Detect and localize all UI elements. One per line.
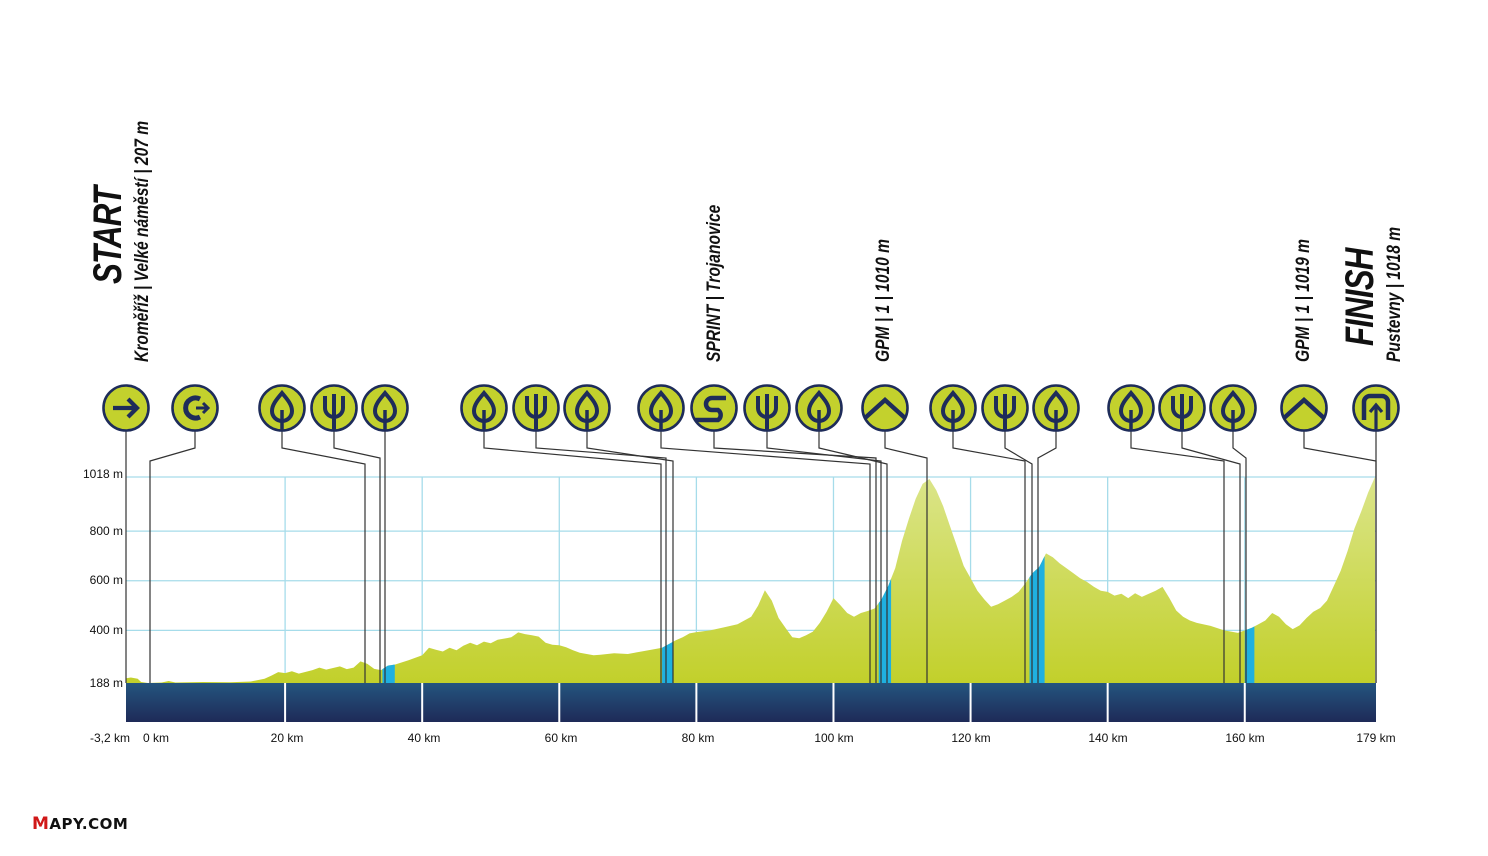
y-tick-188: 188 m [89,676,123,690]
leader-line [1181,430,1241,683]
feed-drop-icon [1032,384,1080,432]
leader-line [884,430,928,683]
leader-line [149,430,196,683]
gpm-peak-icon [1280,384,1328,432]
feed-drop-icon [563,384,611,432]
gpm-peak-icon [861,384,909,432]
leader-line [333,430,381,683]
x-tick-100: 100 km [814,731,854,745]
finish-title: FINISH [1338,248,1382,346]
feed-drop-icon [929,384,977,432]
x-tick-160: 160 km [1225,731,1265,745]
finish-arch-icon [1352,384,1400,432]
fork-icon [981,384,1029,432]
leader-line [952,430,1026,683]
gpm-label-1: GPM | 1 | 1010 m [873,238,894,362]
finish-subtitle: Pustevny | 1018 m [1384,226,1405,362]
feed-drop-icon [1107,384,1155,432]
leader-line [1037,430,1057,683]
x-tick-60: 60 km [544,731,578,745]
x-tick-179: 179 km [1356,731,1396,745]
leader-line [1004,430,1033,683]
y-tick-800: 800 m [89,524,123,538]
feed-drop-icon [258,384,306,432]
leader-line [766,430,882,683]
fork-icon [512,384,560,432]
y-axis-labels: 1018 m 800 m 600 m 400 m 188 m [40,0,123,856]
leader-line [1130,430,1225,683]
feed-drop-icon [361,384,409,432]
climb-section [878,578,892,683]
marker-icons [102,384,1400,432]
y-tick-1018: 1018 m [82,467,123,481]
climb-section [662,641,674,683]
leader-line [713,430,877,683]
leader-line [586,430,674,683]
x-tick-0: 0 km [142,731,170,745]
x-tick-40: 40 km [407,731,441,745]
feed-drop-icon [1209,384,1257,432]
x-tick-20: 20 km [270,731,304,745]
climb-section [1029,556,1045,683]
chart-base-band [126,683,1376,722]
x-tick-120: 120 km [951,731,991,745]
logo-rest: APY.COM [49,815,129,833]
start-subtitle: Kroměříž | Velké náměstí | 207 m [132,120,153,362]
fork-icon [1158,384,1206,432]
x-tick-minus3-2: -3,2 km [89,731,131,745]
feed-drop-icon [637,384,685,432]
base-band-dividers [284,683,1246,722]
feed-drop-icon [795,384,843,432]
leader-line [281,430,366,683]
leader-line [660,430,871,683]
fork-icon [743,384,791,432]
elevation-profile-area [126,477,1375,683]
leader-line [1232,430,1247,683]
climb-section [1244,626,1255,683]
y-tick-400: 400 m [89,623,123,637]
x-tick-140: 140 km [1088,731,1128,745]
x-tick-80: 80 km [681,731,715,745]
logo-first-letter: M [32,814,50,834]
sprint-s-icon [690,384,738,432]
gpm-label-2: GPM | 1 | 1019 m [1293,238,1314,362]
leader-line [818,430,888,683]
leader-line [535,430,667,683]
marker-leader-lines [125,430,1377,683]
climb-section [382,664,395,683]
mapy-logo[interactable]: MAPY.COM [32,814,128,834]
start-arrow-icon [102,384,150,432]
sprint-label: SPRINT | Trojanovice [704,204,725,362]
fork-icon [310,384,358,432]
y-tick-600: 600 m [89,573,123,587]
leader-line [483,430,662,683]
feed-drop-icon [460,384,508,432]
neutral-start-icon [171,384,219,432]
